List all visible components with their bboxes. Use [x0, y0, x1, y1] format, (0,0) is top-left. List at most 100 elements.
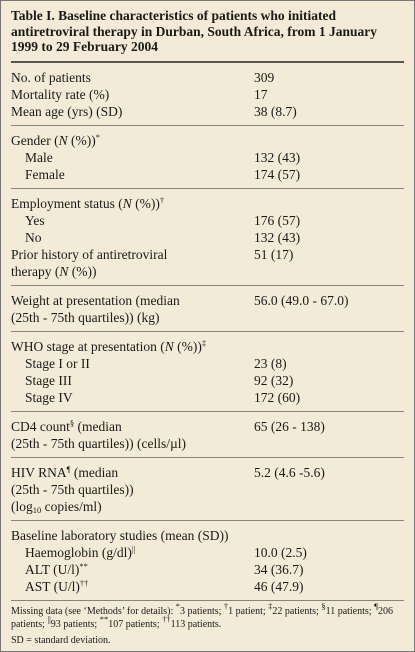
table-row: HIV RNA¶ (median 5.2 (4.6 -5.6): [11, 464, 404, 481]
table-row: Baseline laboratory studies (mean (SD)): [11, 527, 404, 544]
table-row: WHO stage at presentation (N (%))‡: [11, 338, 404, 355]
footnote-mark: ¶: [374, 600, 378, 611]
row-group: Weight at presentation (median 56.0 (49.0…: [11, 286, 404, 332]
text: (25th - 75th quartiles)) (kg): [11, 309, 160, 325]
row-value: [254, 481, 404, 498]
row-group: WHO stage at presentation (N (%))‡ Stage …: [11, 332, 404, 412]
row-label: Yes: [11, 212, 254, 229]
row-label: Stage IV: [11, 389, 254, 406]
footnote-mark: §: [321, 600, 326, 611]
text: 11 patients;: [325, 605, 375, 617]
text: Baseline laboratory studies (mean (SD)): [11, 527, 229, 543]
text: 107 patients;: [108, 618, 163, 630]
text: (log: [11, 498, 33, 514]
footnote-mark: ‡: [201, 337, 207, 348]
row-group: Employment status (N (%))† Yes 176 (57) No 1…: [11, 189, 404, 286]
row-value: 174 (57): [254, 166, 301, 182]
row-value: 172 (60): [254, 389, 301, 405]
table-title: Table I. Baseline characteristics of pat…: [11, 8, 404, 63]
text: 22 patients;: [272, 605, 322, 617]
text: (%)): [173, 338, 202, 354]
text: Employment status (: [11, 195, 123, 211]
text: Mean age (yrs) (SD): [11, 103, 123, 119]
footnote-mark: §: [69, 417, 75, 428]
text: 93 patients;: [50, 618, 100, 630]
row-label: Mean age (yrs) (SD): [11, 103, 254, 120]
row-value: [254, 132, 404, 149]
text: Weight at presentation (median: [11, 292, 180, 308]
italic-text: N: [59, 263, 69, 279]
row-label: Stage III: [11, 372, 254, 389]
table-row: Prior history of antiretroviral 51 (17): [11, 246, 404, 263]
text: Prior history of antiretroviral: [11, 246, 168, 262]
row-label: (log10 copies/ml): [11, 498, 254, 515]
text: WHO stage at presentation (: [11, 338, 165, 354]
text: (%)): [67, 132, 96, 148]
footnote-mark: **: [79, 560, 88, 571]
table-row: (25th - 75th quartiles)) (cells/µl): [11, 435, 404, 452]
row-label: HIV RNA¶ (median: [11, 464, 254, 481]
table-row: Mortality rate (%) 17: [11, 86, 404, 103]
table-row: Male 132 (43): [11, 149, 404, 166]
row-label: Employment status (N (%))†: [11, 195, 254, 212]
row-value: 10.0 (2.5): [254, 544, 307, 560]
row-label: Female: [11, 166, 254, 183]
row-group: Gender (N (%))* Male 132 (43) Female 174 (57…: [11, 126, 404, 189]
text: AST (U/l): [25, 578, 80, 594]
text: CD4 count: [11, 418, 70, 434]
row-label: Stage I or II: [11, 355, 254, 372]
text: Mortality rate (%): [11, 86, 110, 102]
footnote-mark: *: [95, 131, 100, 142]
row-label: AST (U/l)††: [11, 578, 254, 595]
row-value: 56.0 (49.0 - 67.0): [254, 292, 349, 308]
table-row: therapy (N (%)): [11, 263, 404, 280]
row-value: 34 (36.7): [254, 561, 304, 577]
row-value: 309: [254, 69, 275, 85]
text: No: [25, 229, 42, 245]
row-value: 23 (8): [254, 355, 287, 371]
row-value: [254, 435, 404, 452]
text: 206 patients;: [11, 605, 393, 630]
row-value: [254, 263, 404, 280]
row-label: No: [11, 229, 254, 246]
row-value: 46 (47.9): [254, 578, 304, 594]
row-label: Weight at presentation (median: [11, 292, 254, 309]
table-row: Yes 176 (57): [11, 212, 404, 229]
table-row: CD4 count§ (median 65 (26 - 138): [11, 418, 404, 435]
row-label: Haemoglobin (g/dl)||: [11, 544, 254, 561]
table-row: Weight at presentation (median 56.0 (49.0…: [11, 292, 404, 309]
row-label: (25th - 75th quartiles)) (cells/µl): [11, 435, 254, 452]
text: Haemoglobin (g/dl): [25, 544, 132, 560]
row-value: [254, 498, 404, 515]
text: (median: [70, 464, 119, 480]
row-label: Prior history of antiretroviral: [11, 246, 254, 263]
row-value: 17: [254, 86, 268, 102]
italic-text: N: [164, 338, 174, 354]
row-group: CD4 count§ (median 65 (26 - 138) (25th - 7…: [11, 412, 404, 458]
row-label: Baseline laboratory studies (mean (SD)): [11, 527, 254, 544]
text: Female: [25, 166, 65, 182]
text: Stage IV: [25, 389, 73, 405]
footnote: Missing data (see ‘Methods’ for details)…: [11, 601, 404, 631]
table-row: (log10 copies/ml): [11, 498, 404, 515]
footnote-mark: ||: [131, 543, 136, 554]
row-label: (25th - 75th quartiles)) (kg): [11, 309, 254, 326]
row-group: Baseline laboratory studies (mean (SD)) H…: [11, 521, 404, 601]
table-row: Gender (N (%))*: [11, 132, 404, 149]
row-group: No. of patients 309 Mortality rate (%) 17 Me…: [11, 63, 404, 126]
row-label: No. of patients: [11, 69, 254, 86]
row-value: 65 (26 - 138): [254, 418, 325, 434]
text: Stage III: [25, 372, 72, 388]
row-value: 5.2 (4.6 -5.6): [254, 464, 325, 480]
row-label: Gender (N (%))*: [11, 132, 254, 149]
text: (25th - 75th quartiles)) (cells/µl): [11, 435, 186, 451]
row-label: therapy (N (%)): [11, 263, 254, 280]
footnote-mark: ¶: [66, 463, 71, 474]
text: No. of patients: [11, 69, 91, 85]
table-row: No 132 (43): [11, 229, 404, 246]
table-row: Stage I or II 23 (8): [11, 355, 404, 372]
footnote-mark: ††: [162, 613, 171, 624]
text: Yes: [25, 212, 45, 228]
table-row: No. of patients 309: [11, 69, 404, 86]
text: 1 patient;: [228, 605, 269, 617]
